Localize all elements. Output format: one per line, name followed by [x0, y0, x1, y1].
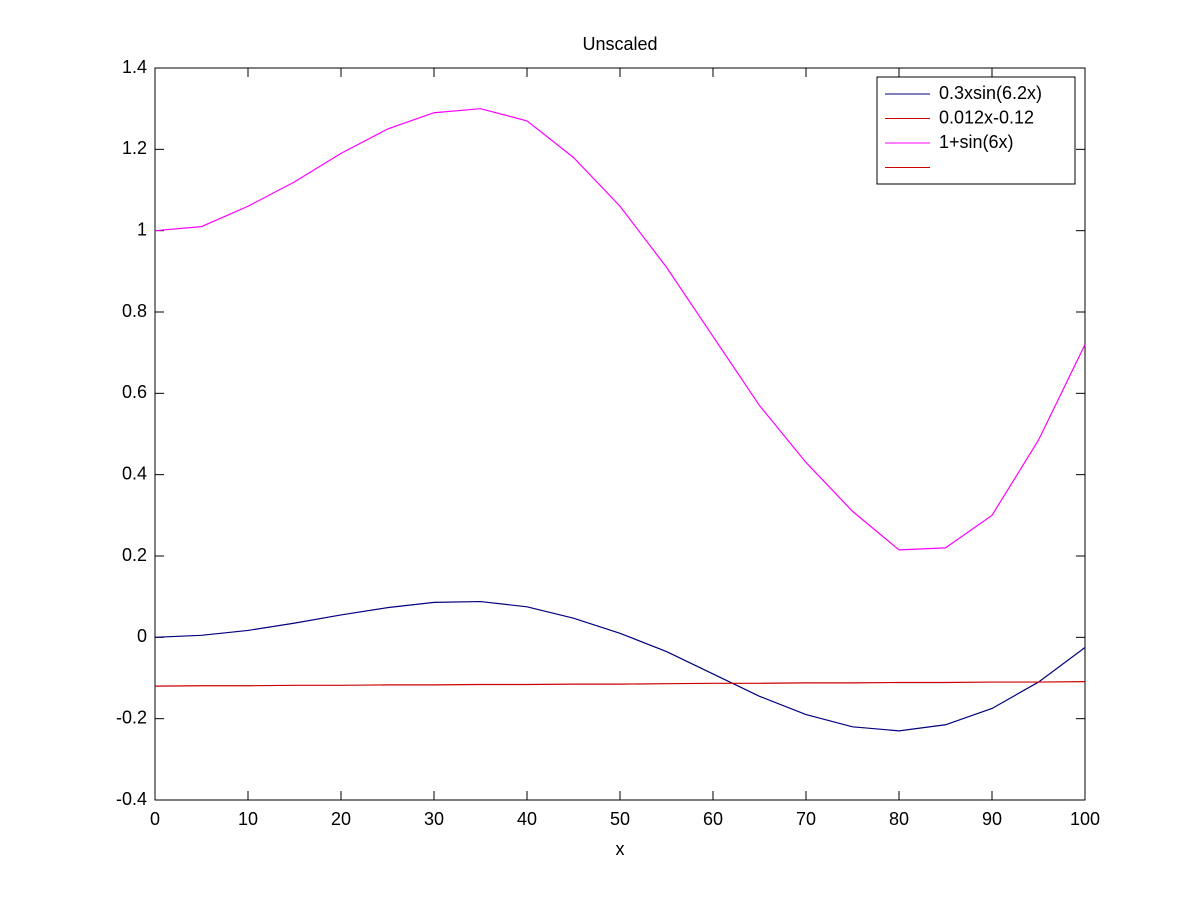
x-tick-label: 70 — [796, 809, 816, 829]
x-tick-label: 90 — [982, 809, 1002, 829]
y-tick-label: 1.2 — [122, 138, 147, 158]
x-tick-label: 60 — [703, 809, 723, 829]
y-tick-label: 0.4 — [122, 463, 147, 483]
x-tick-label: 20 — [331, 809, 351, 829]
y-tick-label: -0.4 — [116, 789, 147, 809]
x-tick-label: 10 — [238, 809, 258, 829]
x-tick-label: 30 — [424, 809, 444, 829]
x-tick-label: 40 — [517, 809, 537, 829]
series-line — [154, 600, 1086, 732]
legend-label: 1+sin(6x) — [939, 132, 1014, 152]
y-tick-label: 0 — [137, 626, 147, 646]
y-tick-label: 0.8 — [122, 301, 147, 321]
y-tick-label: 1.4 — [122, 57, 147, 77]
series-line — [154, 681, 1086, 687]
legend-box — [876, 76, 1076, 185]
legend-label: 0.3xsin(6.2x) — [939, 83, 1042, 103]
legend-label: 0.012x-0.12 — [939, 107, 1034, 127]
x-tick-label: 0 — [150, 809, 160, 829]
y-tick-label: 0.6 — [122, 382, 147, 402]
x-tick-label: 80 — [889, 809, 909, 829]
chart-title: Unscaled — [582, 34, 657, 54]
series-line — [154, 108, 1086, 551]
y-tick-label: 0.2 — [122, 545, 147, 565]
y-tick-label: -0.2 — [116, 707, 147, 727]
x-tick-label: 50 — [610, 809, 630, 829]
y-tick-label: 1 — [137, 219, 147, 239]
x-axis-label: x — [616, 839, 625, 859]
x-tick-label: 100 — [1070, 809, 1100, 829]
